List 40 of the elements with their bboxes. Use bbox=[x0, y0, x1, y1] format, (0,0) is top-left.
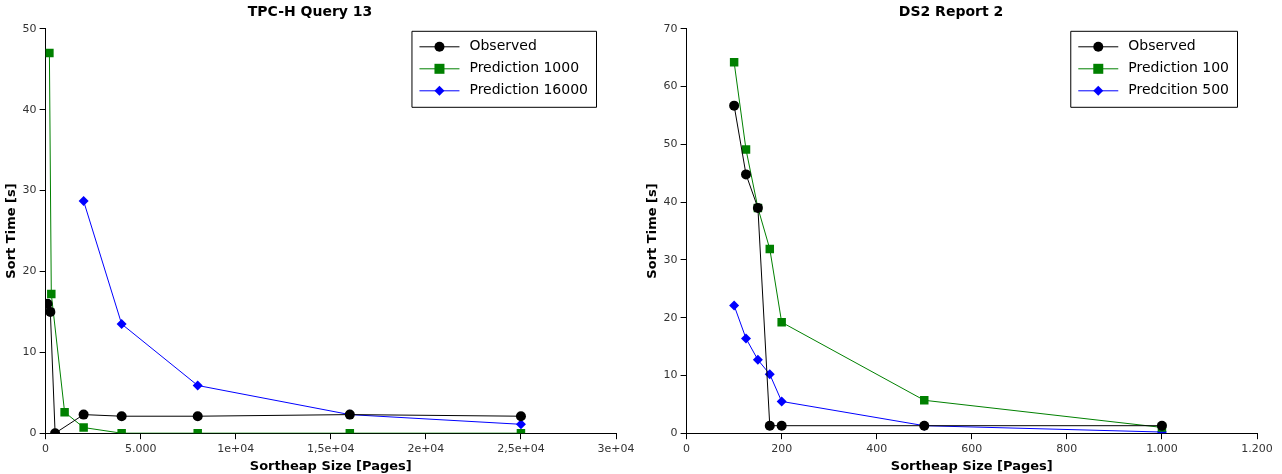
y-tick-label: 0 bbox=[29, 426, 37, 440]
x-tick-label: 1.200 bbox=[1241, 441, 1273, 455]
x-tick-label: 400 bbox=[866, 441, 888, 455]
y-tick-label: 60 bbox=[663, 79, 678, 93]
y-tick-label: 70 bbox=[663, 21, 678, 35]
x-tick-label: 0 bbox=[42, 441, 50, 455]
x-tick-label: 3e+04 bbox=[597, 441, 635, 455]
y-axis-title: Sort Time [s] bbox=[3, 183, 19, 279]
x-tick-label: 800 bbox=[1056, 441, 1078, 455]
x-tick-label: 1e+04 bbox=[217, 441, 255, 455]
x-tick-label: 200 bbox=[771, 441, 793, 455]
legend-label: Predcition 500 bbox=[1128, 81, 1230, 98]
y-axis-title: Sort Time [s] bbox=[644, 183, 660, 279]
y-tick-label: 50 bbox=[663, 137, 678, 151]
x-tick-label: 2,5e+04 bbox=[497, 441, 545, 455]
legend-label: Prediction 100 bbox=[1128, 59, 1230, 76]
y-tick-label: 30 bbox=[22, 183, 37, 197]
legend-label: Observed bbox=[469, 37, 537, 54]
x-tick-label: 1,5e+04 bbox=[307, 441, 355, 455]
y-tick-label: 50 bbox=[22, 21, 37, 35]
x-tick-label: 0 bbox=[683, 441, 691, 455]
y-tick-label: 40 bbox=[663, 194, 678, 208]
chart-title: TPC-H Query 13 bbox=[247, 3, 373, 20]
y-tick-label: 10 bbox=[22, 345, 37, 359]
legend-label: Observed bbox=[1128, 37, 1196, 54]
x-tick-label: 2e+04 bbox=[407, 441, 445, 455]
chart-title: DS2 Report 2 bbox=[898, 3, 1004, 20]
x-tick-label: 600 bbox=[961, 441, 983, 455]
x-axis-title: Sortheap Size [Pages] bbox=[249, 457, 412, 473]
y-tick-label: 20 bbox=[22, 264, 37, 278]
y-tick-label: 30 bbox=[663, 252, 678, 266]
legend-label: Prediction 16000 bbox=[469, 81, 589, 98]
x-tick-label: 1.000 bbox=[1146, 441, 1178, 455]
y-tick-label: 20 bbox=[663, 310, 678, 324]
y-tick-label: 10 bbox=[663, 368, 678, 382]
y-tick-label: 0 bbox=[670, 426, 678, 440]
x-tick-label: 5.000 bbox=[124, 441, 157, 455]
x-axis-title: Sortheap Size [Pages] bbox=[890, 457, 1053, 473]
y-tick-label: 40 bbox=[22, 102, 37, 116]
legend-label: Prediction 1000 bbox=[469, 59, 580, 76]
